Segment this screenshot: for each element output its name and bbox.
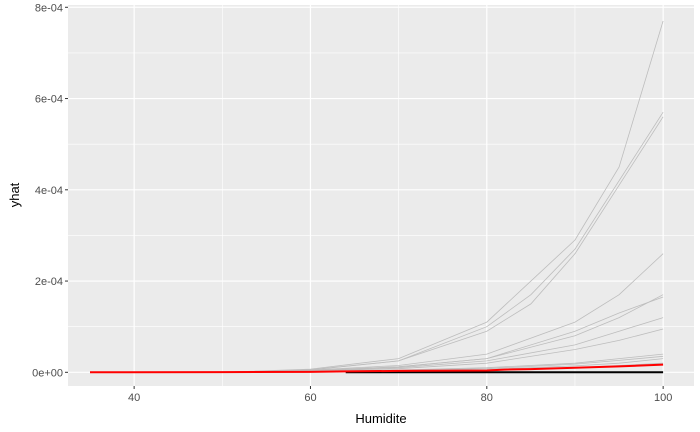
y-tick-label: 4e-04 <box>35 185 63 197</box>
x-tick-label: 60 <box>304 392 316 404</box>
x-axis-ticks: 40 60 80 100 <box>128 386 672 404</box>
mean-line <box>89 363 664 374</box>
x-tick-label: 40 <box>128 392 140 404</box>
x-tick-label: 80 <box>481 392 493 404</box>
y-tick-label: 6e-04 <box>35 94 63 106</box>
plot-panel <box>68 5 694 386</box>
series-layer <box>89 20 664 374</box>
x-tick-label: 100 <box>654 392 672 404</box>
y-axis-title: yhat <box>7 182 22 207</box>
grid-minor <box>68 5 694 386</box>
series-line-3 <box>222 111 664 373</box>
series-line-1 <box>222 20 664 373</box>
y-tick-label: 2e-04 <box>35 276 63 288</box>
x-axis-title: Humidite <box>355 411 406 426</box>
y-axis-ticks: 0e+00 2e-04 4e-04 6e-04 8e-04 <box>32 2 68 379</box>
y-tick-label: 0e+00 <box>32 367 63 379</box>
series-line-4 <box>222 253 664 373</box>
y-tick-label: 8e-04 <box>35 2 63 14</box>
